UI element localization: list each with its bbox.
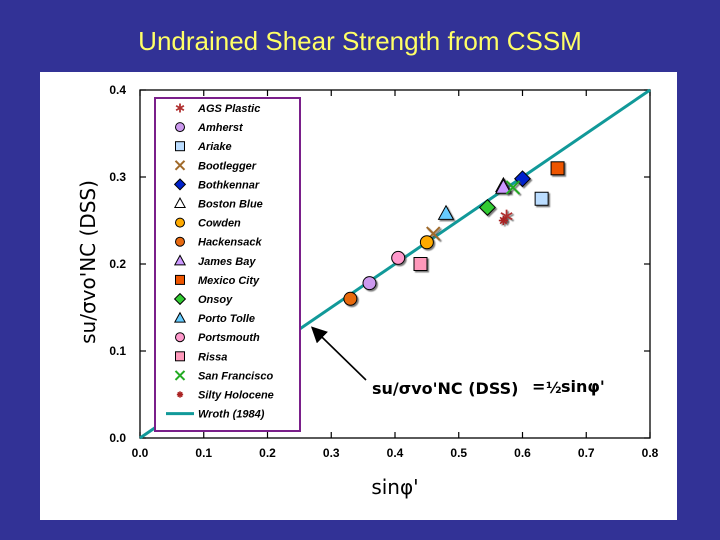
data-point-portsmouth <box>391 250 406 265</box>
legend-marker-bootlegger <box>174 160 186 171</box>
data-point-ariake <box>534 191 549 206</box>
annotation-formula-half: ½ <box>546 379 562 397</box>
legend-label-porto-tolle: Porto Tolle <box>198 313 255 325</box>
data-point-cowden <box>419 235 434 250</box>
y-tick-label: 0.2 <box>109 257 126 271</box>
data-point-san-francisco <box>505 180 521 195</box>
legend-label-wroth-1984: Wroth (1984) <box>198 409 265 421</box>
data-point-rissa <box>413 257 428 271</box>
data-point-james-bay <box>495 178 512 194</box>
legend-label-ags-plastic: AGS Plastic <box>197 103 260 115</box>
data-point-mexico-city <box>550 161 565 176</box>
x-tick-label: 0.7 <box>578 446 595 460</box>
annotation-arrow <box>310 326 367 381</box>
annotation-formula-eq: = <box>532 377 545 396</box>
legend-marker-san-francisco <box>174 370 186 381</box>
annotation-formula-lhs: su/σvo'NC (DSS) <box>372 379 518 398</box>
legend-marker-porto-tolle <box>173 311 187 323</box>
legend-label-portsmouth: Portsmouth <box>198 332 260 344</box>
legend-marker-mexico-city <box>175 274 185 285</box>
chart-panel: 0.0 0.1 0.2 0.3 0.4 0.5 0.6 0.7 0.8 0.0 0.1 0.2 0.3 0… <box>40 72 677 520</box>
legend-marker-portsmouth <box>175 332 185 343</box>
annotation-formula-rhs: sinφ' <box>561 377 605 396</box>
x-tick-label: 0.0 <box>132 446 149 460</box>
y-axis-label: su/σvo'NC (DSS) <box>76 180 100 344</box>
legend-marker-cowden <box>175 217 185 228</box>
x-tick-label: 0.2 <box>259 446 276 460</box>
legend-marker-ags-plastic <box>175 103 185 113</box>
legend-label-hackensack: Hackensack <box>198 237 262 249</box>
legend-label-rissa: Rissa <box>198 351 227 363</box>
legend-label-ariake: Ariake <box>197 141 232 153</box>
x-tick-label: 0.6 <box>514 446 531 460</box>
legend-label-san-francisco: San Francisco <box>198 370 273 382</box>
legend-marker-amherst <box>175 122 185 133</box>
legend-marker-hackensack <box>175 236 185 247</box>
data-point-silty-holocene <box>498 215 508 226</box>
data-point-porto-tolle <box>437 204 455 220</box>
legend-marker-james-bay <box>173 254 187 266</box>
legend-label-silty-holocene: Silty Holocene <box>198 390 274 402</box>
x-tick-label: 0.4 <box>387 446 404 460</box>
legend-marker-ariake <box>175 141 185 152</box>
legend-label-james-bay: James Bay <box>198 256 256 268</box>
y-tick-label: 0.4 <box>109 83 126 97</box>
legend-label-boston-blue: Boston Blue <box>198 199 263 211</box>
x-tick-label: 0.8 <box>642 446 659 460</box>
y-tick-label: 0.0 <box>109 431 126 445</box>
x-tick-label: 0.1 <box>195 446 212 460</box>
legend-marker-silty-holocene <box>176 391 184 398</box>
y-tick-label: 0.1 <box>109 344 126 358</box>
legend-label-mexico-city: Mexico City <box>198 275 260 287</box>
data-point-amherst <box>362 276 377 291</box>
legend-marker-onsoy <box>173 292 187 306</box>
data-point-hackensack <box>343 291 358 306</box>
legend-marker-boston-blue <box>173 197 187 209</box>
legend-marker-rissa <box>175 351 185 362</box>
legend-label-bothkennar: Bothkennar <box>198 179 260 191</box>
slide-title: Undrained Shear Strength from CSSM <box>138 26 582 56</box>
data-point-onsoy <box>478 198 496 216</box>
chart-svg: 0.0 0.1 0.2 0.3 0.4 0.5 0.6 0.7 0.8 0.0 0.1 0.2 0.3 0… <box>76 83 659 499</box>
y-tick-label: 0.3 <box>109 170 126 184</box>
legend-label-cowden: Cowden <box>198 218 241 230</box>
legend-label-onsoy: Onsoy <box>198 294 233 306</box>
legend-label-amherst: Amherst <box>197 122 244 134</box>
x-axis-label: sinφ' <box>371 475 418 499</box>
x-tick-label: 0.3 <box>323 446 340 460</box>
x-tick-label: 0.5 <box>450 446 467 460</box>
legend-marker-bothkennar <box>173 178 187 191</box>
legend-label-bootlegger: Bootlegger <box>198 160 257 172</box>
